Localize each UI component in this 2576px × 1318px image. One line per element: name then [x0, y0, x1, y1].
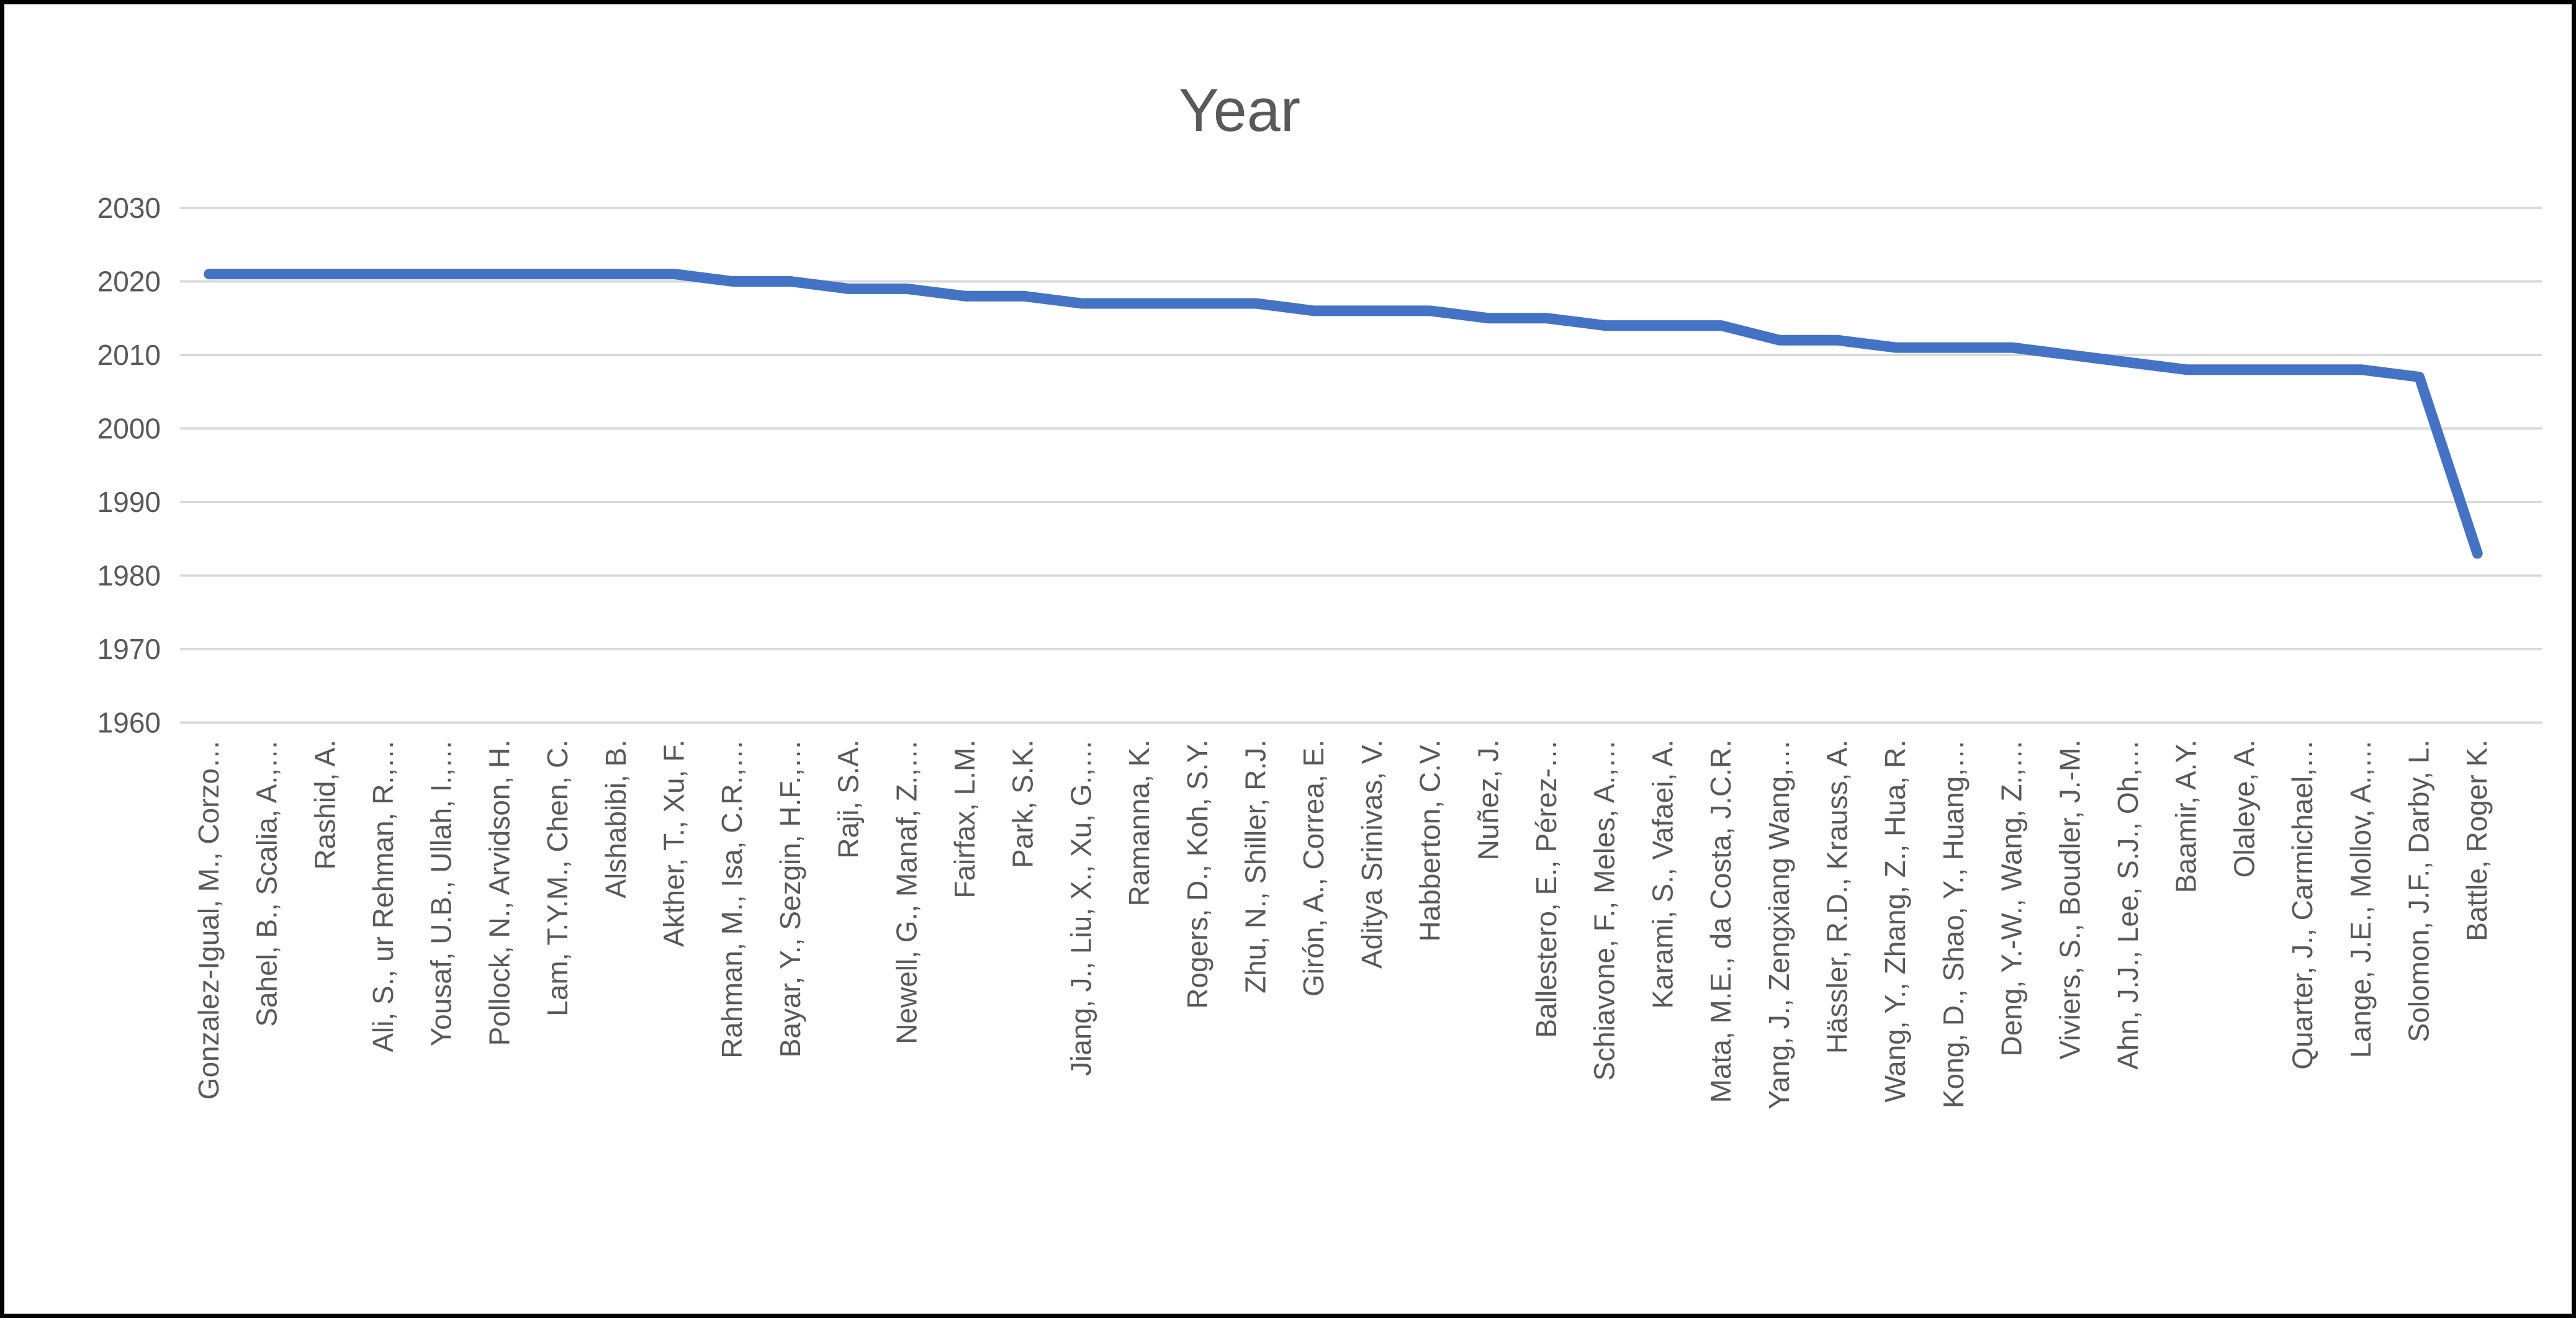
x-axis-category-label: Mata, M.E., da Costa, J.C.R.: [1705, 740, 1737, 1103]
x-axis-category-label: Akther, T., Xu, F.: [657, 740, 690, 947]
y-axis-tick-label: 2010: [97, 339, 161, 371]
x-axis-category-label: Lange, J.E., Mollov, A.,…: [2344, 740, 2377, 1058]
x-axis-category-label: Girón, A., Correa, E.: [1297, 740, 1330, 997]
x-axis-category-label: Hässler, R.D., Krauss, A.: [1821, 740, 1853, 1054]
chart-title: Year: [1179, 76, 1300, 144]
x-axis-category-label: Ballestero, E., Pérez-…: [1530, 740, 1562, 1038]
y-axis-tick-label: 2000: [97, 413, 161, 445]
x-axis-category-label: Rogers, D., Koh, S.Y.: [1181, 740, 1214, 1009]
line-chart: 2030 2020 2010 2000 1990 1980 1970 1960 Gonzalez…: [97, 192, 2542, 1110]
x-axis-category-label: Gonzalez-Igual, M., Corzo…: [192, 740, 225, 1100]
y-axis-tick-label: 1970: [97, 633, 161, 665]
x-axis-category-label: Deng, Y.-W., Wang, Z.,…: [1996, 740, 2028, 1056]
x-axis-category-label: Olaleye, A.: [2228, 740, 2260, 877]
x-axis-category-label: Kong, D., Shao, Y., Huang,…: [1937, 740, 1970, 1108]
x-axis-category-label: Viviers, S., Boudler, J.-M.: [2053, 740, 2086, 1060]
x-axis-category-label: Lam, T.Y.M., Chen, C.: [541, 740, 574, 1016]
x-axis-category-label: Yousaf, U.B., Ullah, I.,…: [425, 740, 457, 1046]
y-axis-tick-label: 1960: [97, 707, 161, 739]
x-axis-category-label: Nuñez, J.: [1472, 740, 1504, 860]
x-axis-category-label: Bayar, Y., Sezgin, H.F.,…: [774, 740, 806, 1057]
x-axis-category-label: Rahman, M., Isa, C.R.,…: [716, 740, 748, 1059]
x-axis-category-label: Ahn, J.J., Lee, S.J., Oh,…: [2112, 740, 2144, 1070]
x-axis-category-label: Ali, S., ur Rehman, R.,…: [367, 740, 399, 1052]
y-axis-tick-label: 1980: [97, 560, 161, 592]
x-axis-category-label: Jiang, J., Liu, X., Xu, G.,…: [1065, 740, 1097, 1076]
x-axis-category-label: Habberton, C.V.: [1414, 740, 1446, 942]
x-axis-category-label: Yang, J., Zengxiang Wang,…: [1763, 740, 1795, 1110]
x-axis-category-label: Newell, G., Manaf, Z.,…: [890, 740, 922, 1044]
x-axis-category-label: Zhu, N., Shiller, R.J.: [1239, 740, 1271, 993]
x-axis-category-label: Rashid, A.: [308, 740, 341, 870]
x-axis-category-label: Schiavone, F., Meles, A.,…: [1588, 740, 1621, 1081]
x-axis-category-label: Quarter, J., Carmichael,…: [2286, 740, 2318, 1070]
y-axis-tick-label: 2020: [97, 266, 161, 298]
x-axis-category-label: Alshabibi, B.: [600, 740, 632, 899]
x-axis-category-label: Pollock, N., Arvidson, H.: [483, 740, 515, 1046]
y-axis-tick-label: 2030: [97, 192, 161, 224]
x-axis-category-label: Aditya Srinivas, V.: [1356, 740, 1388, 969]
x-axis-category-label: Karami, S., Vafaei, A.: [1646, 740, 1678, 1009]
x-axis-category-label: Solomon, J.F., Darby, L.: [2402, 740, 2434, 1042]
x-axis-category-label: Ramanna, K.: [1123, 740, 1155, 906]
year-series-line: [204, 269, 2483, 559]
x-axis-category-label: Sahel, B., Scalia, A.,…: [251, 740, 283, 1027]
x-axis-category-label: Raji, S.A.: [832, 740, 865, 859]
x-axis-category-label: Battle, Roger K.: [2461, 740, 2493, 941]
y-axis-tick-label: 1990: [97, 486, 161, 518]
x-axis-category-label: Park, S.K.: [1007, 740, 1039, 868]
x-axis-category-label: Fairfax, L.M.: [948, 740, 981, 899]
x-axis-category-label: Baamir, A.Y.: [2170, 740, 2202, 893]
x-axis-category-label: Wang, Y., Zhang, Z., Hua, R.: [1879, 740, 1911, 1103]
